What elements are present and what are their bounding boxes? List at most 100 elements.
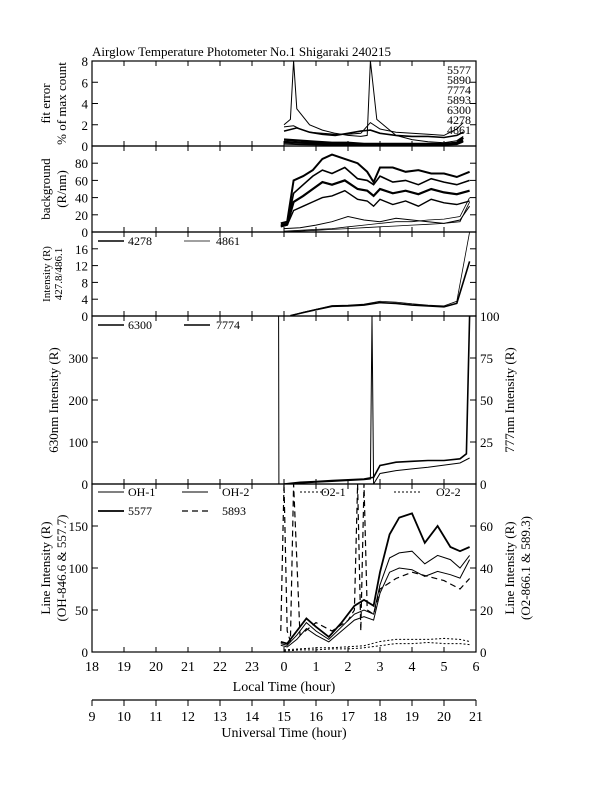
y-axis-label: Intensity (R) bbox=[41, 246, 53, 302]
y-tick-label: 8 bbox=[82, 54, 89, 69]
series-line-6 bbox=[283, 201, 470, 232]
series-7774 bbox=[283, 316, 471, 484]
y-tick-label-right: 60 bbox=[480, 519, 493, 534]
y-axis-label: Line Intensity (R) bbox=[38, 521, 53, 614]
x-tick-label-ut: 19 bbox=[405, 710, 419, 725]
legend-label: O2-2 bbox=[436, 485, 461, 499]
legend-label: O2-1 bbox=[321, 485, 346, 499]
y-tick-label: 200 bbox=[69, 393, 89, 408]
x-tick-label-ut: 11 bbox=[149, 710, 162, 725]
series-4278 bbox=[290, 261, 471, 316]
y-tick-label: 0 bbox=[82, 477, 89, 492]
series-line-5 bbox=[283, 197, 470, 232]
y-tick-label: 300 bbox=[69, 351, 89, 366]
y-tick-label: 150 bbox=[69, 519, 89, 534]
y-tick-label: 8 bbox=[82, 275, 89, 290]
panel-fit_error: 0 2 4 6 8 fit error% of max count 557758907774… bbox=[38, 54, 477, 154]
x-tick-label-ut: 14 bbox=[245, 710, 259, 725]
series-7774 bbox=[283, 61, 464, 144]
legend-label: 4278 bbox=[447, 113, 471, 127]
y-tick-label-right: 100 bbox=[480, 309, 500, 324]
x-tick-label-local: 3 bbox=[377, 660, 384, 675]
y-tick-label: 16 bbox=[75, 242, 89, 257]
chart-title: Airglow Temperature Photometer No.1 Shig… bbox=[92, 44, 391, 59]
series-4278 bbox=[283, 141, 464, 146]
y-tick-label: 40 bbox=[75, 191, 88, 206]
x-tick-label-local: 6 bbox=[473, 660, 480, 675]
series-o2-1 bbox=[283, 637, 470, 651]
y-tick-label-right: 0 bbox=[480, 477, 487, 492]
legend-label: 5577 bbox=[128, 504, 152, 518]
panel-frame bbox=[91, 145, 477, 233]
series-5577 bbox=[280, 512, 470, 645]
x-tick-label-ut: 20 bbox=[437, 710, 451, 725]
series-line-2 bbox=[280, 179, 470, 228]
y-tick-label: 2 bbox=[82, 118, 89, 133]
x-tick-label-local: 22 bbox=[213, 660, 227, 675]
series-line-3 bbox=[280, 189, 470, 228]
x-tick-label-local: 0 bbox=[281, 660, 288, 675]
x-tick-label-ut: 9 bbox=[89, 710, 96, 725]
y-tick-label: 0 bbox=[82, 645, 89, 660]
series-oh-1 bbox=[280, 550, 470, 646]
y-tick-label: 6 bbox=[82, 75, 89, 90]
y-axis-label: (R/nm) bbox=[54, 170, 69, 208]
panel-background: 0 20 40 60 80 background (R/nm) bbox=[38, 145, 477, 240]
legend-label: 5893 bbox=[447, 93, 471, 107]
x-tick-label-local: 18 bbox=[85, 660, 99, 675]
legend-label: 5890 bbox=[447, 73, 471, 87]
y-axis-label: % of max count bbox=[54, 62, 69, 145]
x-tick-label-local: 20 bbox=[149, 660, 163, 675]
panel-intensity_blue: 0 4 812 16 Intensity (R) 427.8/486.1 4278 4861 bbox=[41, 231, 477, 324]
y-tick-label-right: 50 bbox=[480, 393, 493, 408]
y-tick-label: 60 bbox=[75, 173, 88, 188]
x-tick-label-local: 19 bbox=[117, 660, 131, 675]
y-axis-label: 427.8/486.1 bbox=[53, 248, 65, 301]
legend-label: 6300 bbox=[128, 318, 152, 332]
x-tick-label-ut: 10 bbox=[117, 710, 131, 725]
legend-label: 4278 bbox=[128, 234, 152, 248]
series-6300 bbox=[278, 316, 470, 484]
x-tick-label-ut: 18 bbox=[373, 710, 387, 725]
legend-label: 4861 bbox=[447, 123, 471, 137]
y-tick-label: 12 bbox=[75, 259, 88, 274]
panel-frame bbox=[91, 315, 477, 485]
legend-label: 5893 bbox=[222, 504, 246, 518]
series-oh-2 bbox=[280, 559, 471, 648]
x-axis-label-ut: Universal Time (hour) bbox=[221, 726, 347, 741]
x-tick-label-ut: 16 bbox=[309, 710, 323, 725]
x-tick-label-local: 5 bbox=[441, 660, 448, 675]
series-4861 bbox=[290, 232, 470, 316]
legend-label: 4861 bbox=[216, 234, 240, 248]
y-tick-label-right: 25 bbox=[480, 435, 493, 450]
x-tick-label-ut: 15 bbox=[277, 710, 291, 725]
y-tick-label: 0 bbox=[82, 139, 89, 154]
y-tick-label: 0 bbox=[82, 225, 89, 240]
y-tick-label-right: 0 bbox=[480, 645, 487, 660]
y-tick-label-right: 40 bbox=[480, 561, 493, 576]
y-axis-label: background bbox=[38, 158, 53, 220]
y-axis-label: 630nm Intensity (R) bbox=[46, 347, 61, 452]
x-tick-label-ut: 12 bbox=[181, 710, 195, 725]
x-tick-label-local: 2 bbox=[345, 660, 352, 675]
x-tick-label-local: 1 bbox=[313, 660, 320, 675]
x-tick-label-local: 23 bbox=[245, 660, 259, 675]
x-axis-label-local: Local Time (hour) bbox=[233, 680, 336, 695]
y-tick-label: 50 bbox=[75, 603, 88, 618]
y-tick-label: 4 bbox=[82, 97, 89, 112]
panels-group: 0 2 4 6 8 fit error% of max count 5577 58907774… bbox=[38, 54, 533, 660]
y-tick-label: 100 bbox=[69, 561, 89, 576]
y-axis-label-right: Line Intensity (R) bbox=[502, 521, 517, 614]
y-tick-label: 80 bbox=[75, 156, 88, 171]
x-tick-label-ut: 21 bbox=[469, 710, 483, 725]
y-tick-label: 0 bbox=[82, 309, 89, 324]
series-5893 bbox=[280, 484, 471, 642]
series-line-4 bbox=[283, 205, 471, 230]
y-tick-label: 4 bbox=[82, 292, 89, 307]
legend-label: OH-2 bbox=[222, 485, 249, 499]
y-axis-label: fit error bbox=[38, 83, 53, 124]
legend-label: 7774 bbox=[447, 83, 471, 97]
